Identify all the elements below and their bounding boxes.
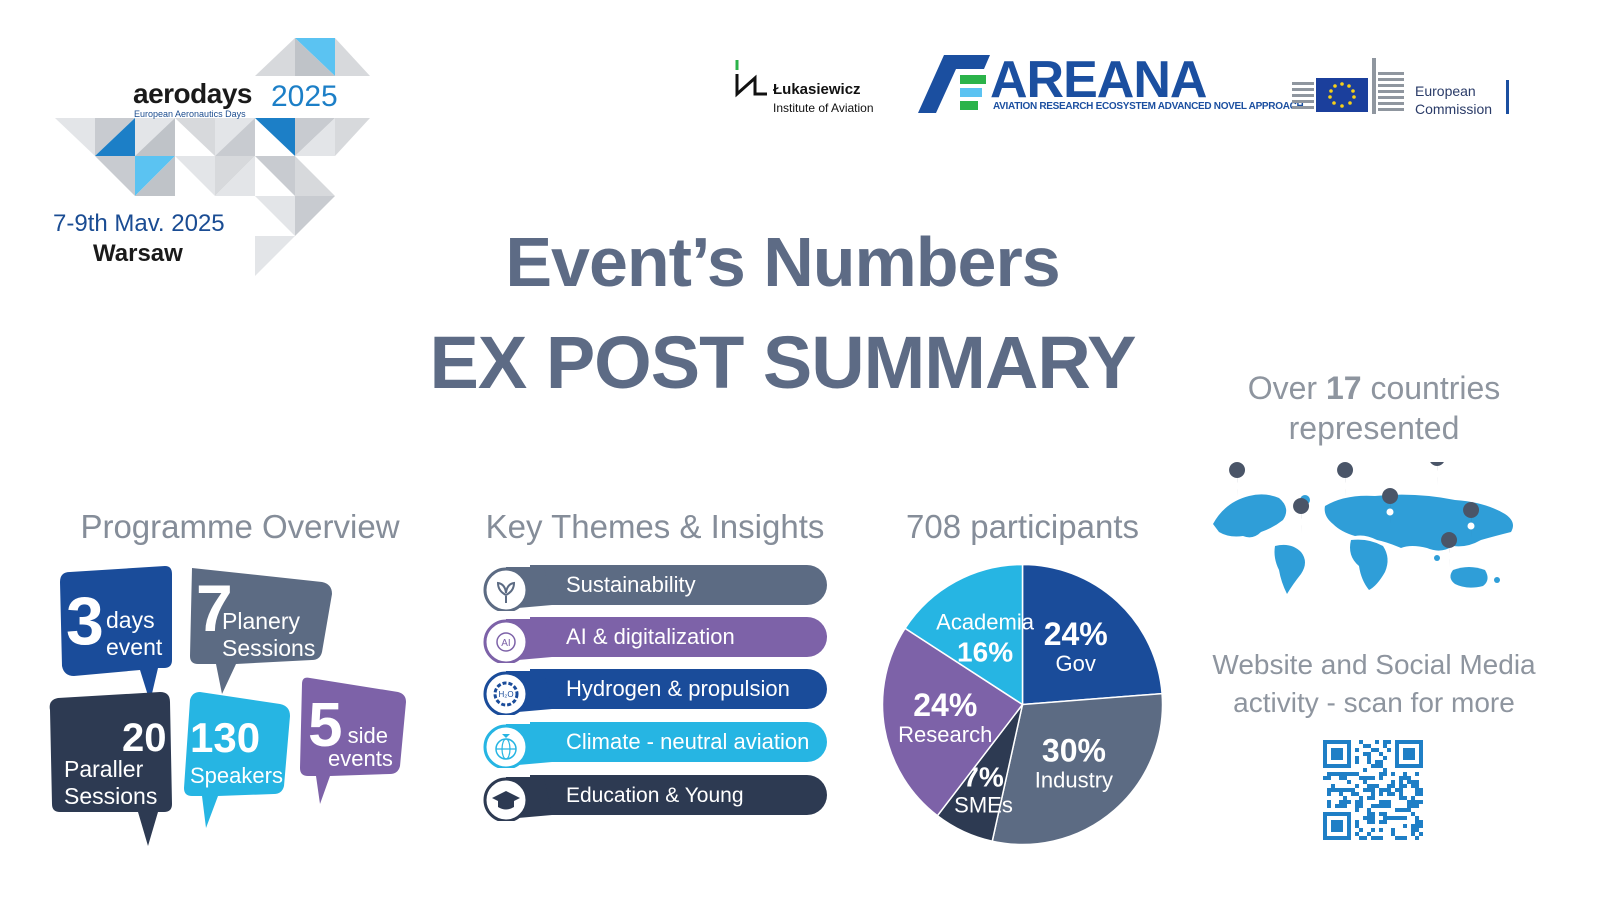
theme-row-hydrogen: Hydrogen & propulsion H₂O bbox=[482, 669, 827, 715]
qr-code[interactable] bbox=[1323, 740, 1423, 840]
theme-label: Hydrogen & propulsion bbox=[566, 676, 790, 701]
stat-parallel-number: 20 bbox=[122, 716, 167, 760]
areana-name: AREANA bbox=[990, 51, 1207, 109]
globe-plane-icon bbox=[483, 724, 552, 768]
event-city: Warsaw bbox=[93, 240, 183, 267]
european-commission-logo-icon bbox=[1292, 58, 1404, 114]
pie-slice-gov bbox=[1021, 563, 1163, 706]
countries-count: 17 bbox=[1325, 370, 1362, 406]
theme-row-education: Education & Young Researches bbox=[482, 775, 827, 848]
svg-text:H₂O: H₂O bbox=[498, 690, 513, 699]
stat-side-events-number: 5 bbox=[308, 691, 343, 760]
pie-value-research: 24% bbox=[913, 687, 977, 723]
pie-label-academia: Academia bbox=[936, 610, 1035, 635]
aerodays-triangle-logo bbox=[55, 38, 370, 276]
theme-label: Education & Young Researches bbox=[530, 784, 744, 848]
european-commission-name: European Commission bbox=[1415, 83, 1493, 117]
programme-heading: Programme Overview bbox=[80, 508, 400, 545]
pie-slice-research bbox=[881, 627, 1024, 817]
stat-plenary-number: 7 bbox=[196, 571, 233, 645]
theme-label: AI & digitalization bbox=[566, 624, 735, 649]
ec-divider bbox=[1506, 80, 1509, 114]
stat-parallel-label: Paraller Sessions bbox=[64, 756, 158, 809]
svg-text:AI: AI bbox=[501, 638, 510, 649]
lukasiewicz-name: Łukasiewicz bbox=[773, 81, 861, 98]
page-subtitle: EX POST SUMMARY bbox=[429, 321, 1137, 404]
theme-row-sustainability: Sustainability bbox=[482, 565, 827, 611]
pie-value-gov: 24% bbox=[1044, 616, 1108, 652]
leaf-icon bbox=[483, 567, 552, 611]
themes-heading: Key Themes & Insights bbox=[485, 508, 825, 545]
pie-label-research: Research bbox=[898, 722, 992, 747]
h2o-gear-icon: H₂O bbox=[483, 671, 552, 715]
stat-days-number: 3 bbox=[66, 583, 104, 659]
aerodays-wordmark: aerodays bbox=[133, 78, 252, 109]
page-title: Event’s Numbers bbox=[505, 223, 1060, 301]
event-dates: 7-9th Mav. 2025 bbox=[53, 210, 225, 237]
graduation-cap-icon bbox=[483, 777, 552, 821]
participants-heading: 708 participants bbox=[906, 508, 1139, 545]
aerodays-year: 2025 bbox=[271, 80, 338, 113]
world-map bbox=[1213, 462, 1513, 594]
pie-value-academia: 16% bbox=[957, 637, 1013, 668]
theme-row-ai: AI & digitalization AI bbox=[482, 617, 827, 663]
theme-label: Sustainability bbox=[566, 572, 696, 597]
ai-chip-icon: AI bbox=[483, 619, 552, 663]
pie-label-gov: Gov bbox=[1056, 651, 1096, 676]
countries-text: Over 17 countries represented bbox=[1247, 370, 1501, 446]
pie-label-industry: Industry bbox=[1035, 768, 1113, 793]
pie-slice-industry bbox=[991, 692, 1164, 846]
map-pins bbox=[1229, 462, 1480, 568]
stat-speakers-label: Speakers bbox=[190, 763, 283, 788]
social-text: Website and Social Media activity - scan… bbox=[1212, 649, 1536, 718]
programme-bubbles bbox=[49, 566, 406, 846]
areana-subtitle: AVIATION RESEARCH ECOSYSTEM ADVANCED NOV… bbox=[993, 101, 1304, 112]
areana-logo-icon bbox=[918, 55, 990, 113]
participants-pie-chart: 24%Gov30%Industry7%SMEs24%Research16%Aca… bbox=[881, 563, 1164, 846]
lukasiewicz-logo-icon bbox=[735, 60, 767, 98]
theme-label: Climate - neutral aviation bbox=[566, 729, 810, 754]
stat-plenary-label: Planery Sessions bbox=[222, 608, 316, 661]
lukasiewicz-subtitle: Institute of Aviation bbox=[773, 101, 874, 115]
theme-row-climate: Climate - neutral aviation bbox=[482, 722, 827, 768]
pie-slice-academia bbox=[904, 563, 1024, 706]
pie-value-industry: 30% bbox=[1042, 733, 1106, 769]
aerodays-subtitle: European Aeronautics Days bbox=[134, 109, 246, 119]
stat-days-label: days event bbox=[106, 607, 163, 660]
pie-label-smes: SMEs bbox=[954, 792, 1013, 817]
stat-speakers-number: 130 bbox=[190, 714, 261, 761]
stat-side-events-label: side events bbox=[328, 723, 393, 771]
